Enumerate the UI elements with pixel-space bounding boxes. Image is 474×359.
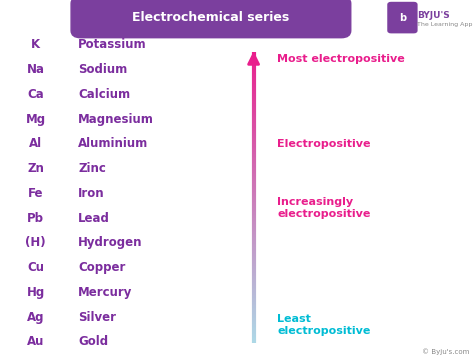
Text: BYJU'S: BYJU'S <box>417 10 450 20</box>
Text: Hg: Hg <box>27 286 45 299</box>
Text: Au: Au <box>27 335 44 348</box>
Text: Ag: Ag <box>27 311 44 323</box>
Text: Al: Al <box>29 137 42 150</box>
Text: Cu: Cu <box>27 261 44 274</box>
Text: Pb: Pb <box>27 211 44 225</box>
Text: Mercury: Mercury <box>78 286 133 299</box>
Text: Potassium: Potassium <box>78 38 147 51</box>
Text: Zinc: Zinc <box>78 162 106 175</box>
FancyBboxPatch shape <box>71 0 351 38</box>
Text: Gold: Gold <box>78 335 109 348</box>
Text: K: K <box>31 38 40 51</box>
Text: Sodium: Sodium <box>78 63 128 76</box>
Text: Fe: Fe <box>28 187 43 200</box>
Text: Aluminium: Aluminium <box>78 137 148 150</box>
Text: Increasingly
electropositive: Increasingly electropositive <box>277 197 371 219</box>
Text: Least
electropositive: Least electropositive <box>277 314 371 336</box>
Text: © Byju's.com: © Byju's.com <box>422 349 469 355</box>
Text: Iron: Iron <box>78 187 105 200</box>
Text: The Learning App: The Learning App <box>417 22 473 27</box>
Text: Copper: Copper <box>78 261 126 274</box>
Text: Lead: Lead <box>78 211 110 225</box>
Text: Most electropositive: Most electropositive <box>277 54 405 64</box>
Text: Silver: Silver <box>78 311 116 323</box>
Text: Electropositive: Electropositive <box>277 139 371 149</box>
Text: (H): (H) <box>25 236 46 249</box>
Text: Zn: Zn <box>27 162 44 175</box>
Text: Na: Na <box>27 63 45 76</box>
Text: Calcium: Calcium <box>78 88 130 101</box>
Text: Electrochemical series: Electrochemical series <box>132 10 290 24</box>
Text: Ca: Ca <box>27 88 44 101</box>
Text: b: b <box>399 13 406 23</box>
Text: Mg: Mg <box>26 113 46 126</box>
Text: Hydrogen: Hydrogen <box>78 236 143 249</box>
Text: Magnesium: Magnesium <box>78 113 154 126</box>
FancyBboxPatch shape <box>387 2 418 33</box>
